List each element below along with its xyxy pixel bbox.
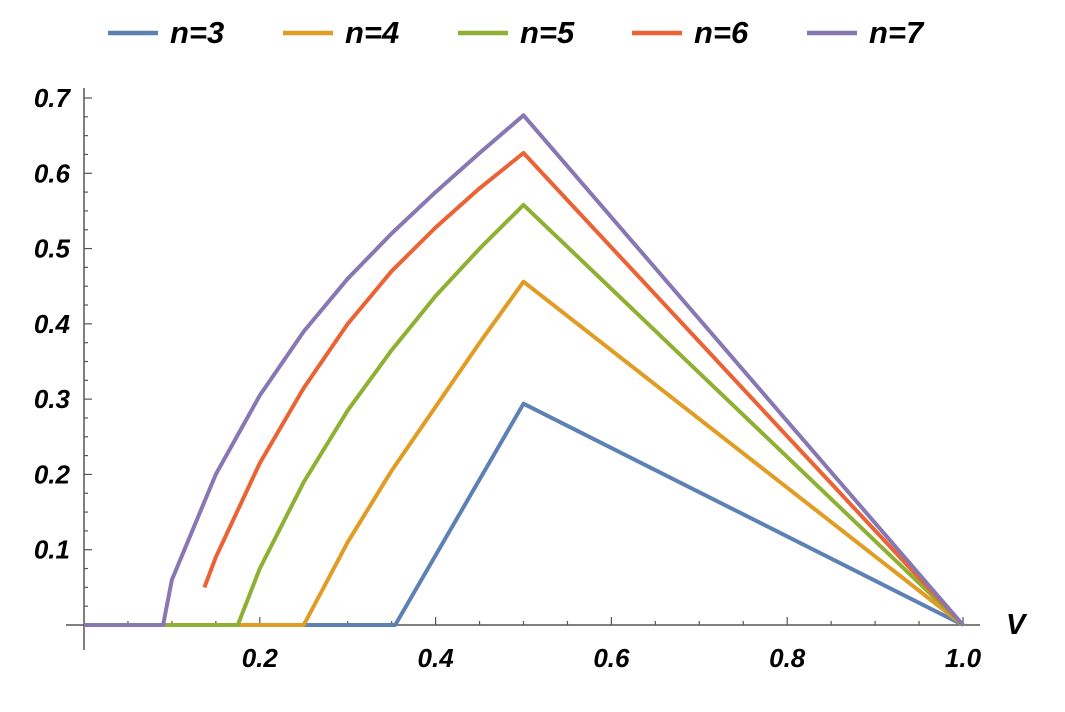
axes: 0.1 0.2 0.3 0.4 0.5 0.6 0.7 0.2 0.4 0.6 0.8 1.0 V — [34, 83, 1028, 673]
x-tick-label: 0.4 — [418, 643, 455, 673]
y-tick-label: 0.7 — [34, 83, 72, 113]
y-tick-label: 0.3 — [34, 384, 71, 414]
legend-label: n=5 — [520, 15, 575, 50]
series-line-n-6 — [202, 151, 965, 627]
legend-label: n=7 — [869, 15, 925, 50]
x-ticks: 0.2 0.4 0.6 0.8 1.0 — [127, 617, 982, 673]
x-tick-label: 0.2 — [242, 643, 279, 673]
y-tick-label: 0.4 — [34, 309, 71, 339]
x-tick-label: 0.8 — [769, 643, 806, 673]
y-ticks: 0.1 0.2 0.3 0.4 0.5 0.6 0.7 — [34, 83, 92, 607]
legend-label: n=4 — [345, 15, 399, 50]
series-line-n-5 — [84, 202, 965, 627]
legend: n=3 n=4 n=5 n=6 n=7 — [108, 15, 925, 50]
x-tick-label: 0.6 — [593, 643, 630, 673]
series-line-n-4 — [84, 279, 965, 627]
y-tick-label: 0.1 — [34, 535, 70, 565]
series-layer — [84, 113, 965, 627]
legend-label: n=6 — [694, 15, 749, 50]
series-line-n-3 — [84, 401, 964, 627]
y-tick-label: 0.6 — [34, 158, 71, 188]
y-tick-label: 0.5 — [34, 234, 71, 264]
x-tick-label: 1.0 — [945, 643, 982, 673]
series-line-n-7 — [84, 113, 965, 627]
legend-label: n=3 — [170, 15, 224, 50]
x-axis-label: V — [1006, 609, 1028, 641]
y-tick-label: 0.2 — [34, 459, 71, 489]
